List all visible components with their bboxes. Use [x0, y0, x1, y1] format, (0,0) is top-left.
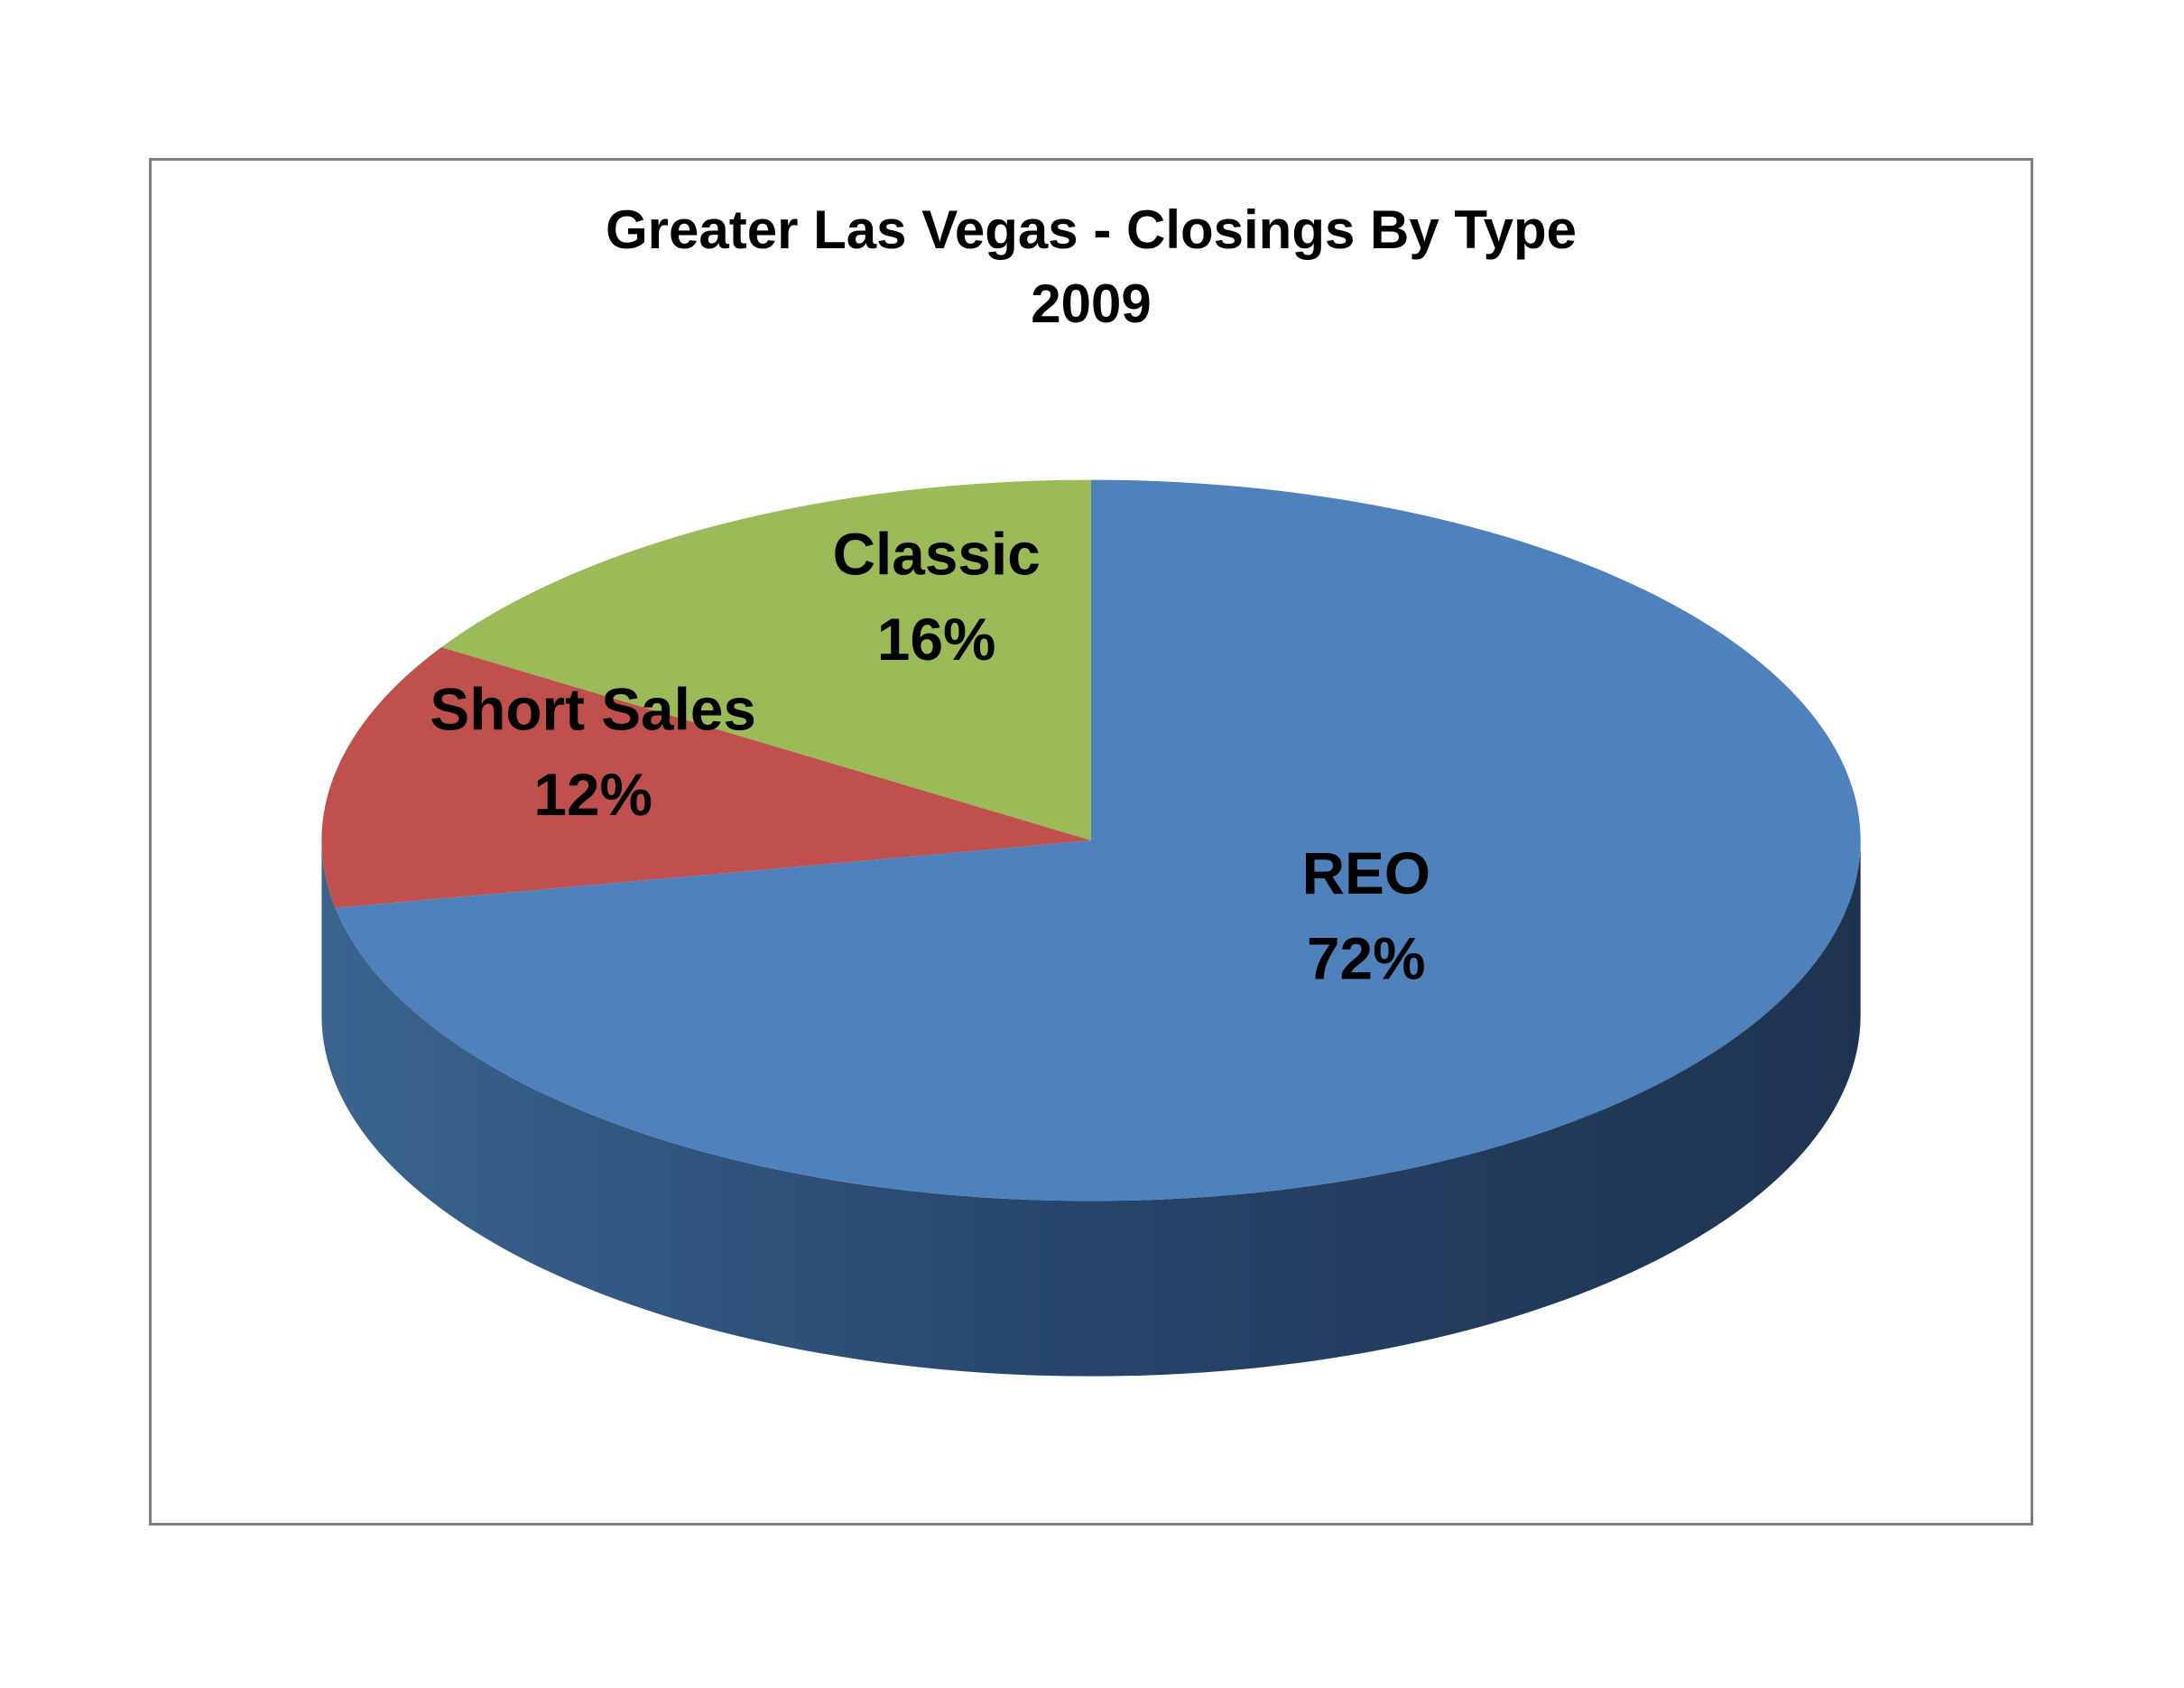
chart-title: Greater Las Vegas - Closings By Type: [606, 199, 1577, 260]
pie-side-3d: [321, 840, 1861, 1377]
pie-slice-short-sales: [321, 646, 1091, 908]
pie-label-short-sales: Short Sales: [430, 676, 756, 743]
pie-pct-reo: 72%: [1307, 924, 1426, 991]
pie-pct-classic: 16%: [877, 606, 996, 672]
pie-label-classic: Classic: [833, 520, 1041, 587]
pie-pct-short-sales: 12%: [533, 761, 652, 828]
pie-chart: REO 72% Short Sales 12% Classic 16%: [321, 479, 1861, 1377]
pie-slice-classic: [441, 479, 1091, 841]
chart-area: Greater Las Vegas - Closings By Type 200…: [149, 158, 2033, 1526]
pie-label-reo: REO: [1302, 839, 1430, 906]
chart-subtitle: 2009: [1031, 274, 1152, 334]
chart-title-block: Greater Las Vegas - Closings By Type 200…: [152, 193, 2031, 341]
pie-slice-reo: [335, 479, 1861, 1201]
